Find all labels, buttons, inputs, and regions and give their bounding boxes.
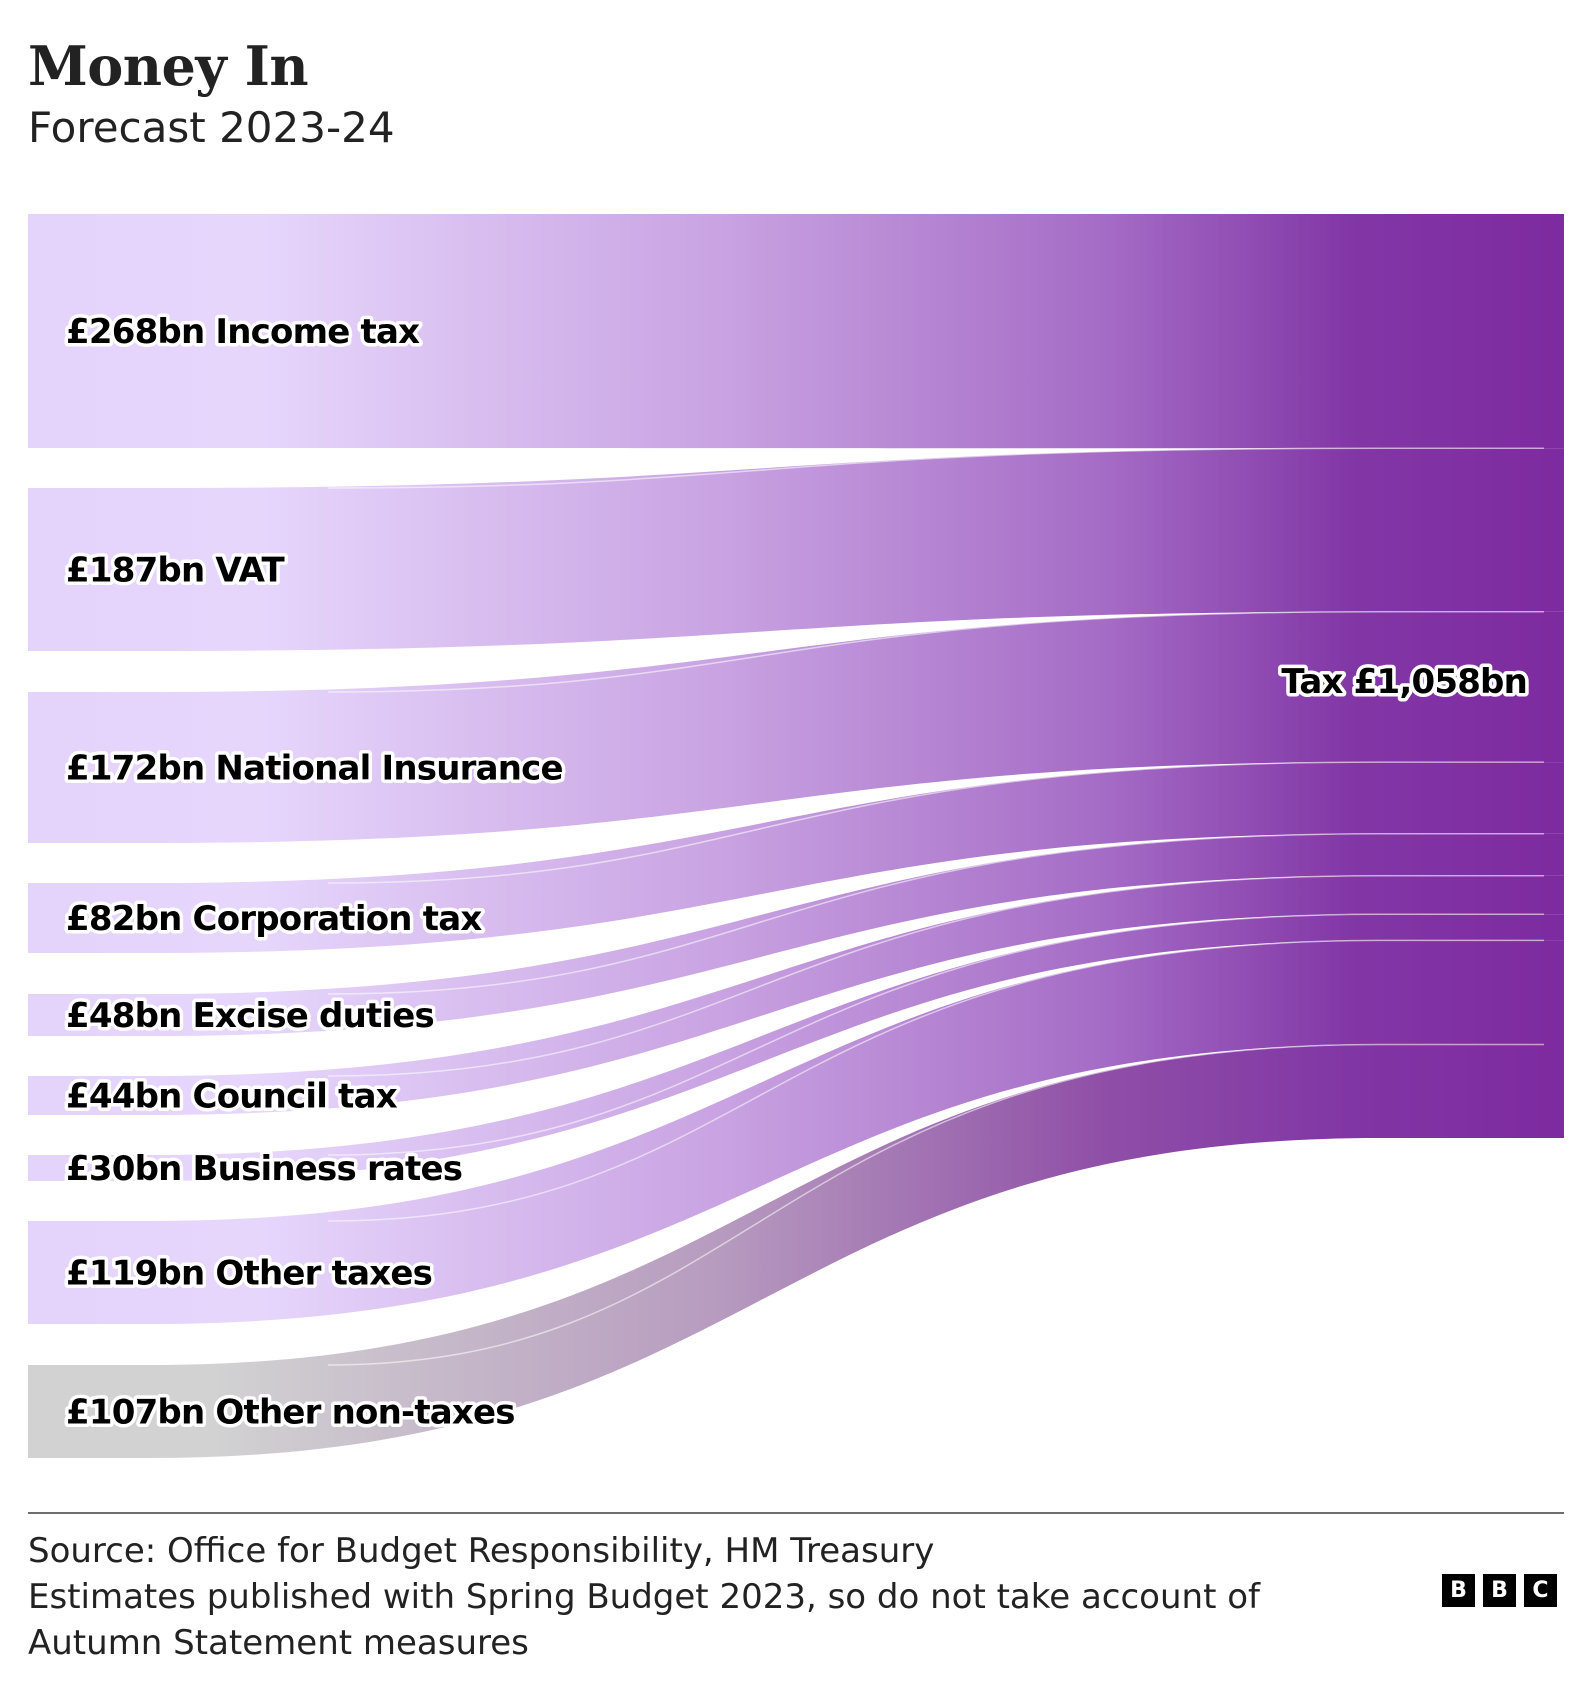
band-label: £82bn Corporation tax bbox=[66, 899, 482, 939]
bbc-logo: B B C bbox=[1442, 1574, 1557, 1607]
sankey-band-corporation-tax bbox=[28, 762, 1564, 953]
sankey-seams bbox=[327, 447, 1544, 1366]
band-label: £107bn Other non-taxes bbox=[66, 1393, 515, 1433]
band-label: £172bn National Insurance bbox=[66, 749, 563, 789]
band-label: £187bn VAT bbox=[66, 551, 285, 591]
band-seam bbox=[327, 939, 1544, 1222]
chart-title: Money In bbox=[28, 34, 309, 98]
band-seam bbox=[327, 833, 1544, 995]
band-label: £48bn Excise duties bbox=[66, 996, 434, 1036]
sankey-band-other-non-taxes bbox=[28, 1044, 1564, 1458]
band-label: £30bn Business rates bbox=[66, 1149, 462, 1189]
footer: Source: Office for Budget Responsibility… bbox=[28, 1528, 1348, 1666]
band-seam bbox=[327, 913, 1544, 1156]
band-seam bbox=[327, 447, 1544, 489]
sankey-band-vat bbox=[28, 448, 1564, 651]
sankey-band-national-insurance bbox=[28, 611, 1564, 843]
band-label: £268bn Income tax bbox=[66, 312, 420, 352]
sankey-band-council-tax bbox=[28, 875, 1564, 1115]
sankey-band-business-rates bbox=[28, 914, 1564, 1181]
sankey-band-other-taxes bbox=[28, 940, 1564, 1324]
band-seam bbox=[327, 874, 1544, 1077]
bbc-logo-letter: B bbox=[1483, 1574, 1516, 1607]
sankey-labels: £268bn Income tax £187bn VAT £172bn Nation… bbox=[63, 309, 568, 1437]
band-seam bbox=[327, 761, 1544, 884]
target-label-tax-total: Tax £1,058bn bbox=[1281, 662, 1527, 702]
band-label: £119bn Other taxes bbox=[66, 1254, 432, 1294]
note-text-line-2: Autumn Statement measures bbox=[28, 1623, 529, 1663]
band-label: £44bn Council tax bbox=[66, 1077, 398, 1117]
bbc-logo-letter: B bbox=[1442, 1574, 1475, 1607]
note-text-line-1: Estimates published with Spring Budget 2… bbox=[28, 1577, 1260, 1617]
band-seam bbox=[327, 1043, 1544, 1366]
band-seam bbox=[327, 610, 1544, 693]
chart-subtitle: Forecast 2023-24 bbox=[28, 103, 395, 152]
footer-divider bbox=[28, 1512, 1564, 1514]
sankey-bands bbox=[28, 214, 1564, 1458]
sankey-band-excise-duties bbox=[28, 833, 1564, 1036]
bbc-logo-letter: C bbox=[1524, 1574, 1557, 1607]
sankey-band-income-tax bbox=[28, 214, 1564, 449]
source-text: Source: Office for Budget Responsibility… bbox=[28, 1531, 935, 1571]
